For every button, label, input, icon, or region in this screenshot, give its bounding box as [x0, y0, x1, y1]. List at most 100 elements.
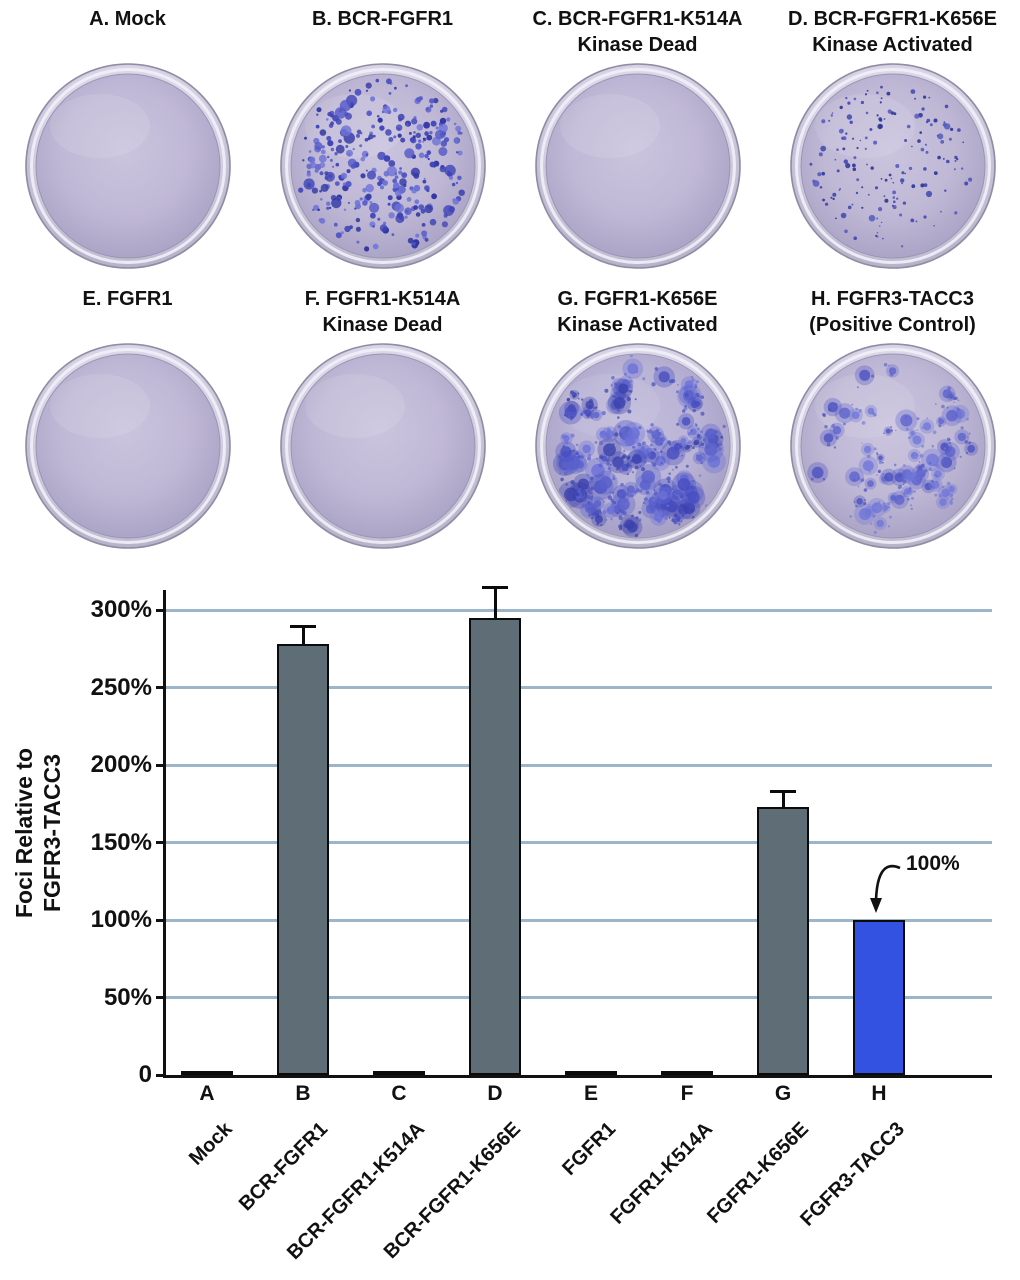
- dish-photo-wrap-F: [279, 342, 487, 550]
- dish-panel-caption: D. BCR-FGFR1-K656E Kinase Activated: [765, 6, 1020, 62]
- dish-photo: [24, 343, 231, 549]
- annotation-arrow-icon: [870, 864, 901, 913]
- dish-photo-wrap-H: [789, 342, 997, 550]
- dish-panel-title: H. FGFR3-TACC3: [811, 288, 974, 310]
- gridline-100: [165, 918, 992, 922]
- dish-panel-subtitle: Kinase Activated: [557, 314, 718, 336]
- bar-A: [181, 1071, 233, 1075]
- dish-panel-subtitle: Kinase Dead: [322, 314, 443, 336]
- y-tick-label-50pct: 50%: [103, 983, 152, 1011]
- dish-panel-subtitle: (Positive Control): [809, 314, 976, 336]
- x-tick-letter-D: D: [487, 1082, 503, 1105]
- error-cap-G: [770, 790, 796, 794]
- dish-panel-D: D. BCR-FGFR1-K656E Kinase Activated: [765, 6, 1020, 270]
- y-tick-mark-250: [156, 686, 165, 689]
- dish-panel-title: C. BCR-FGFR1-K514A: [532, 8, 743, 30]
- dish-panel-title: G. FGFR1-K656E: [557, 288, 718, 310]
- x-category-label-B: BCR-FGFR1: [235, 1118, 333, 1216]
- dish-panel-caption: A. Mock: [0, 6, 255, 62]
- error-bar-D: [493, 586, 497, 618]
- dish-panel-H: H. FGFR3-TACC3 (Positive Control): [765, 286, 1020, 550]
- x-category-label-G: FGFR1-K656E: [702, 1118, 813, 1228]
- dish-panel-title: D. BCR-FGFR1-K656E: [788, 8, 997, 30]
- gridline-250: [165, 686, 992, 689]
- dish-photo-wrap-C: [534, 62, 742, 270]
- dish-panel-caption: H. FGFR3-TACC3 (Positive Control): [765, 286, 1020, 342]
- dish-panel-title: E. FGFR1: [82, 288, 173, 310]
- dish-panel-F: F. FGFR1-K514A Kinase Dead: [255, 286, 510, 550]
- error-cap-D: [482, 585, 508, 589]
- dish-panel-A: A. Mock: [0, 6, 255, 270]
- x-category-label-E: FGFR1: [558, 1118, 621, 1180]
- x-axis-line: [163, 1075, 992, 1078]
- dish-panel-caption: E. FGFR1: [0, 286, 255, 342]
- dish-photo: [279, 63, 486, 269]
- bar-H: [853, 920, 905, 1075]
- dish-panel-E: E. FGFR1: [0, 286, 255, 550]
- dish-photo: [789, 343, 996, 549]
- y-tick-label-200pct: 200%: [90, 751, 152, 778]
- dish-photo: [789, 63, 996, 269]
- x-tick-letter-A: A: [199, 1082, 215, 1105]
- x-category-label-A: Mock: [184, 1118, 237, 1170]
- dish-photo: [279, 343, 486, 549]
- y-tick-mark-200: [156, 763, 165, 767]
- dish-panel-caption: G. FGFR1-K656E Kinase Activated: [510, 286, 765, 342]
- y-axis-title-line1: Foci Relative to: [11, 748, 37, 918]
- error-bar-G: [781, 791, 785, 807]
- y-tick-label-100pct: 100%: [90, 906, 152, 933]
- dish-panel-subtitle: Kinase Dead: [577, 34, 698, 56]
- dish-photo: [534, 343, 741, 549]
- dish-panel-title: F. FGFR1-K514A: [304, 288, 461, 310]
- bar-E: [565, 1071, 617, 1075]
- dish-photo-wrap-G: [534, 342, 742, 550]
- dish-photo-wrap-D: [789, 62, 997, 270]
- dish-panel-C: C. BCR-FGFR1-K514A Kinase Dead: [510, 6, 765, 270]
- dish-photo-wrap-A: [24, 62, 232, 270]
- dish-panel-subtitle: Kinase Activated: [812, 34, 973, 56]
- error-cap-B: [290, 624, 316, 628]
- y-tick-label-250pct: 250%: [90, 673, 152, 701]
- dish-panel-grid: A. Mock B. BCR-FGFR1: [0, 6, 1020, 550]
- y-tick-mark-150: [156, 841, 165, 844]
- y-tick-label-0: 0: [138, 1061, 152, 1088]
- gridline-150: [165, 841, 992, 844]
- annotation-100pct-label: 100%: [906, 852, 960, 875]
- y-tick-mark-0: [156, 1073, 165, 1077]
- dish-photo: [24, 63, 231, 269]
- error-bar-B: [301, 625, 305, 645]
- bar-B: [277, 644, 329, 1075]
- bar-C: [373, 1071, 425, 1075]
- dish-panel-G: G. FGFR1-K656E Kinase Activated: [510, 286, 765, 550]
- y-tick-mark-100: [156, 918, 165, 922]
- x-tick-letter-C: C: [391, 1082, 407, 1105]
- dish-photo: [534, 63, 741, 269]
- x-category-label-F: FGFR1-K514A: [605, 1118, 717, 1229]
- y-tick-mark-300: [156, 608, 165, 612]
- gridline-300: [165, 608, 992, 612]
- bar-F: [661, 1071, 713, 1075]
- x-tick-letter-B: B: [295, 1082, 311, 1105]
- x-tick-letter-H: H: [871, 1082, 887, 1105]
- y-tick-mark-50: [156, 996, 165, 999]
- dish-panel-title: A. Mock: [89, 8, 166, 30]
- bar-G: [757, 806, 809, 1075]
- dish-panel-caption: B. BCR-FGFR1: [255, 6, 510, 62]
- y-axis-line: [163, 590, 166, 1078]
- y-tick-label-300pct: 300%: [90, 596, 152, 623]
- dish-photo-wrap-E: [24, 342, 232, 550]
- y-tick-label-150pct: 150%: [90, 828, 152, 856]
- x-tick-letter-F: F: [680, 1082, 694, 1105]
- dish-panel-B: B. BCR-FGFR1: [255, 6, 510, 270]
- dish-panel-caption: C. BCR-FGFR1-K514A Kinase Dead: [510, 6, 765, 62]
- dish-panel-title: B. BCR-FGFR1: [311, 8, 454, 30]
- gridline-50: [165, 996, 992, 999]
- gridline-200: [165, 763, 992, 767]
- dish-panel-caption: F. FGFR1-K514A Kinase Dead: [255, 286, 510, 342]
- dish-photo-wrap-B: [279, 62, 487, 270]
- bar-D: [469, 617, 521, 1075]
- x-tick-letter-G: G: [774, 1082, 792, 1105]
- x-tick-letter-E: E: [583, 1082, 598, 1105]
